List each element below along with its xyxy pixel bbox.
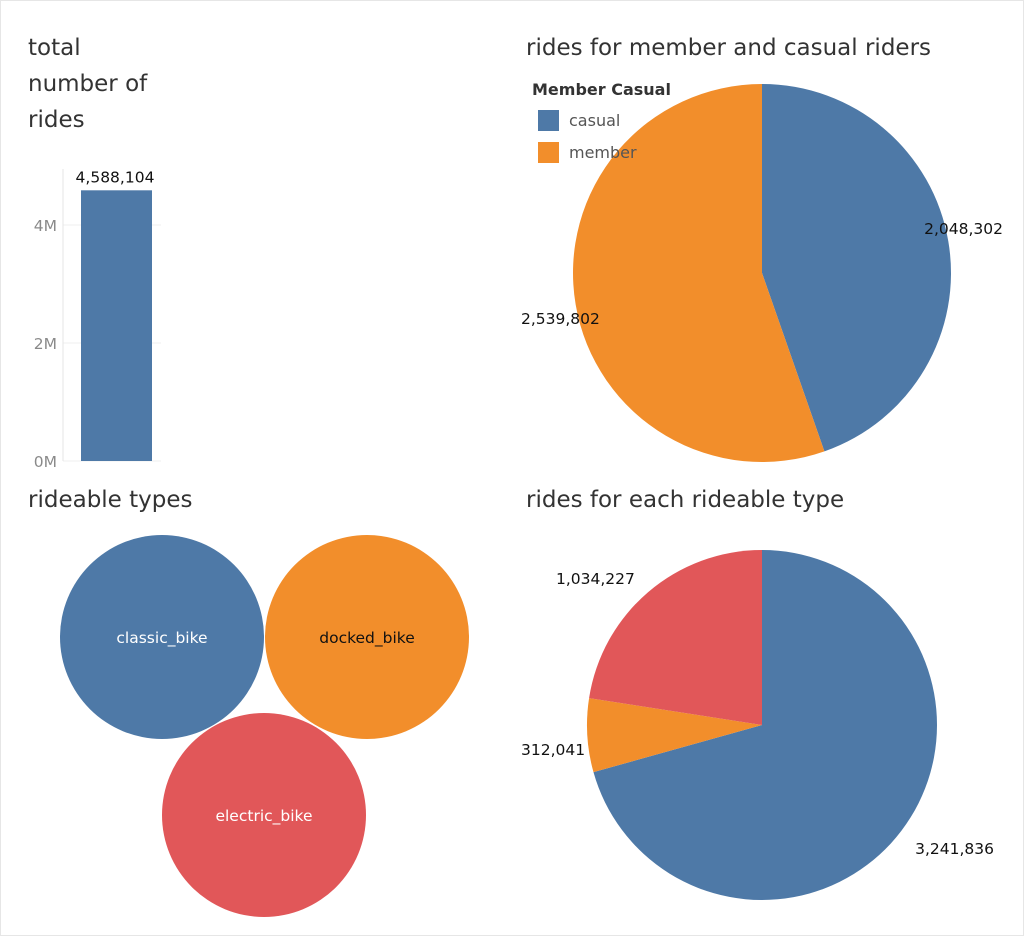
bubble-classic-bike — [60, 535, 264, 739]
pie-value-label: 2,048,302 — [924, 220, 1003, 238]
bubble-label-docked-bike: docked_bike — [319, 629, 415, 648]
pie-value-label: 312,041 — [521, 741, 585, 759]
total-rides-bar-chart: 4M 2M 0M 4,588,104 — [34, 168, 161, 471]
legend-item-casual[interactable]: casual — [538, 110, 620, 131]
y-tick-label: 0M — [34, 453, 57, 471]
pie-value-label: 2,539,802 — [521, 310, 600, 328]
member-casual-title: rides for member and casual riders — [526, 35, 932, 61]
member-casual-pie-chart: 2,048,302 2,539,802 — [521, 84, 1003, 462]
total-rides-title: total number of rides — [28, 35, 148, 133]
pie-slice-member — [572, 84, 825, 462]
bubble-label-classic-bike: classic_bike — [116, 629, 207, 648]
bar-total-rides — [81, 190, 152, 461]
pie-slice-classic-bike — [593, 550, 938, 900]
bar-value-label: 4,588,104 — [76, 168, 155, 186]
bubble-docked-bike — [265, 535, 469, 739]
pie-slice-docked-bike — [587, 698, 762, 773]
bubble-electric-bike — [162, 713, 366, 917]
rideable-types-title: rideable types — [28, 487, 193, 513]
legend-title: Member Casual — [532, 80, 671, 99]
legend-swatch-casual — [538, 110, 559, 131]
pie-value-label: 3,241,836 — [915, 840, 994, 858]
legend-label-casual: casual — [569, 111, 621, 130]
legend-item-member[interactable]: member — [538, 142, 637, 163]
pie-value-label: 1,034,227 — [556, 570, 635, 588]
bubble-label-electric-bike: electric_bike — [215, 807, 312, 826]
rideable-type-pie-title: rides for each rideable type — [526, 487, 845, 513]
y-tick-label: 2M — [34, 335, 57, 353]
y-tick-label: 4M — [34, 217, 57, 235]
legend-swatch-member — [538, 142, 559, 163]
pie-slice-electric-bike — [589, 550, 762, 725]
rideable-types-bubble-chart: classic_bike docked_bike electric_bike — [60, 535, 469, 917]
pie-slice-casual — [762, 84, 951, 452]
legend-label-member: member — [569, 143, 637, 162]
